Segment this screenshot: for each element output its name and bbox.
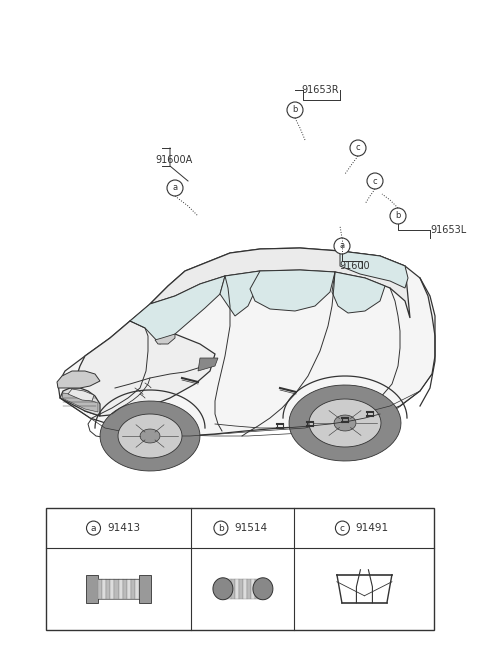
- Bar: [231, 579, 235, 599]
- Text: 91600: 91600: [340, 261, 370, 271]
- Text: 91653L: 91653L: [430, 225, 466, 235]
- Polygon shape: [220, 271, 260, 316]
- Text: b: b: [292, 106, 298, 115]
- Text: 91491: 91491: [356, 523, 389, 533]
- Bar: [251, 579, 255, 599]
- Circle shape: [367, 173, 383, 189]
- Bar: [86, 575, 98, 603]
- Polygon shape: [57, 371, 100, 388]
- Polygon shape: [289, 385, 401, 461]
- Polygon shape: [309, 399, 381, 447]
- Polygon shape: [100, 401, 200, 471]
- Text: c: c: [340, 523, 345, 533]
- Text: 91514: 91514: [234, 523, 267, 533]
- Bar: [102, 579, 106, 599]
- Text: a: a: [172, 184, 178, 192]
- Bar: [255, 579, 259, 599]
- Bar: [243, 579, 247, 599]
- Text: a: a: [91, 523, 96, 533]
- Circle shape: [287, 102, 303, 118]
- Text: a: a: [339, 241, 345, 251]
- Bar: [235, 579, 239, 599]
- Polygon shape: [118, 414, 182, 458]
- Circle shape: [336, 521, 349, 535]
- Bar: [127, 579, 131, 599]
- Polygon shape: [60, 388, 100, 416]
- Circle shape: [86, 521, 100, 535]
- Bar: [223, 579, 227, 599]
- Bar: [114, 579, 119, 599]
- Text: 91413: 91413: [107, 523, 140, 533]
- Polygon shape: [68, 389, 94, 401]
- Bar: [98, 579, 102, 599]
- Circle shape: [334, 238, 350, 254]
- Bar: [119, 579, 122, 599]
- Bar: [259, 579, 263, 599]
- Bar: [139, 575, 151, 603]
- Text: 91600A: 91600A: [155, 155, 192, 165]
- Bar: [247, 579, 251, 599]
- Polygon shape: [332, 272, 385, 313]
- Polygon shape: [334, 415, 356, 431]
- Bar: [46, 508, 434, 630]
- Polygon shape: [340, 251, 408, 288]
- Polygon shape: [130, 276, 225, 344]
- Bar: [131, 579, 135, 599]
- Polygon shape: [155, 334, 175, 344]
- Polygon shape: [62, 393, 98, 412]
- Polygon shape: [75, 321, 215, 416]
- Bar: [110, 579, 114, 599]
- Text: b: b: [218, 523, 224, 533]
- Text: b: b: [396, 211, 401, 220]
- Text: 91653R: 91653R: [301, 85, 339, 95]
- Polygon shape: [58, 248, 435, 436]
- Text: c: c: [372, 176, 377, 186]
- Polygon shape: [250, 270, 335, 311]
- Bar: [239, 579, 243, 599]
- Bar: [106, 579, 110, 599]
- Circle shape: [390, 208, 406, 224]
- Polygon shape: [253, 578, 273, 600]
- Bar: [227, 579, 231, 599]
- Circle shape: [214, 521, 228, 535]
- Text: c: c: [356, 144, 360, 152]
- Circle shape: [167, 180, 183, 196]
- Polygon shape: [150, 248, 410, 318]
- Polygon shape: [198, 358, 218, 371]
- Circle shape: [350, 140, 366, 156]
- Polygon shape: [213, 578, 233, 600]
- Polygon shape: [140, 429, 160, 443]
- Bar: [122, 579, 127, 599]
- Bar: [135, 579, 139, 599]
